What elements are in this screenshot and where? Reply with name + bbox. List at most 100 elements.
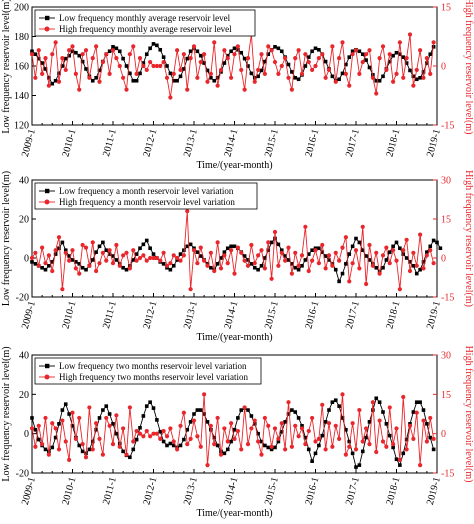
data-point-circle <box>242 405 247 410</box>
data-point-circle <box>117 263 122 268</box>
data-point-square <box>178 443 183 448</box>
data-point-circle <box>168 95 173 100</box>
data-point-circle <box>239 67 244 73</box>
data-point-circle <box>411 250 416 255</box>
data-point-square <box>101 240 105 245</box>
data-point-circle <box>90 56 95 61</box>
data-point-square <box>360 52 365 56</box>
data-point-square <box>350 244 355 249</box>
right-y-tick-label: 15 <box>441 215 451 226</box>
data-point-circle <box>364 52 369 57</box>
data-point-circle <box>63 67 68 73</box>
x-tick-label: 2015-1 <box>263 300 281 330</box>
data-point-square <box>344 262 348 266</box>
data-point-square <box>276 242 281 247</box>
data-point-circle <box>181 410 186 415</box>
data-point-square <box>239 408 244 412</box>
data-point-square <box>131 258 136 262</box>
data-point-circle <box>161 428 166 434</box>
data-point-circle <box>313 248 318 253</box>
data-point-circle <box>127 52 132 57</box>
data-point-circle <box>141 253 146 258</box>
data-point-circle <box>421 418 426 423</box>
x-axis-label: Time/(year-month) <box>196 508 272 519</box>
data-point-square <box>387 250 392 254</box>
data-point-square <box>306 252 311 256</box>
data-point-circle <box>239 250 244 255</box>
data-point-square <box>347 55 352 59</box>
data-point-square <box>40 265 44 270</box>
data-point-circle <box>222 253 227 258</box>
data-point-square <box>43 267 48 272</box>
data-point-circle <box>218 67 224 73</box>
legend-marker-circle <box>44 374 50 380</box>
legend-box <box>34 9 256 37</box>
data-point-circle <box>299 253 305 258</box>
data-point-square <box>168 267 173 272</box>
data-point-circle <box>97 436 102 442</box>
data-point-circle <box>411 83 416 88</box>
data-point-circle <box>330 44 335 49</box>
data-point-square <box>323 420 328 424</box>
data-point-square <box>74 260 78 264</box>
data-point-square <box>374 78 379 83</box>
x-tick-label: 2009-1 <box>20 128 38 158</box>
data-point-circle <box>43 261 48 266</box>
data-point-circle <box>347 444 352 449</box>
data-point-circle <box>391 79 396 84</box>
data-point-square <box>256 74 260 79</box>
data-point-circle <box>232 436 237 442</box>
data-point-square <box>165 443 169 448</box>
data-point-circle <box>137 255 143 261</box>
data-point-circle <box>121 75 126 80</box>
data-point-square <box>394 240 399 245</box>
data-point-square <box>246 258 250 262</box>
left-y-tick-label: 0 <box>24 429 29 440</box>
data-point-square <box>310 459 314 463</box>
data-point-square <box>273 445 277 450</box>
data-point-circle <box>33 75 38 80</box>
data-point-circle <box>225 261 230 266</box>
data-point-circle <box>367 442 372 447</box>
legend: Low frequency monthly average reservoir … <box>34 9 256 37</box>
data-point-circle <box>347 279 352 284</box>
data-point-circle <box>97 79 102 84</box>
data-point-circle <box>83 245 89 250</box>
data-point-square <box>182 437 186 442</box>
legend-marker-square <box>45 15 50 21</box>
data-point-circle <box>384 67 389 73</box>
data-point-circle <box>181 253 186 258</box>
data-point-circle <box>188 56 193 61</box>
data-point-square <box>198 408 203 412</box>
left-y-tick-label: 180 <box>14 32 29 43</box>
data-point-circle <box>259 452 264 457</box>
data-point-circle <box>164 75 170 80</box>
data-point-square <box>398 246 402 251</box>
x-tick-label: 2010-1 <box>60 300 78 330</box>
data-point-circle <box>259 52 264 57</box>
data-point-square <box>350 49 355 54</box>
data-point-circle <box>124 452 129 457</box>
data-point-circle <box>370 400 375 405</box>
data-point-circle <box>104 52 109 57</box>
data-point-circle <box>131 439 136 444</box>
data-point-square <box>155 43 159 48</box>
data-point-circle <box>323 447 328 452</box>
data-point-circle <box>235 44 240 49</box>
data-point-square <box>40 61 44 65</box>
data-point-square <box>47 76 51 80</box>
data-point-circle <box>357 71 362 76</box>
data-point-square <box>347 439 352 444</box>
data-point-circle <box>53 426 58 431</box>
x-tick-label: 2013-1 <box>182 476 200 506</box>
data-point-circle <box>178 67 183 73</box>
data-point-circle <box>97 261 102 266</box>
data-point-square <box>408 260 412 264</box>
data-point-circle <box>121 426 126 431</box>
data-point-circle <box>148 59 153 65</box>
data-point-circle <box>144 258 149 263</box>
data-point-square <box>252 422 257 426</box>
data-point-circle <box>222 48 227 53</box>
data-point-circle <box>73 436 78 442</box>
data-point-circle <box>303 224 308 229</box>
